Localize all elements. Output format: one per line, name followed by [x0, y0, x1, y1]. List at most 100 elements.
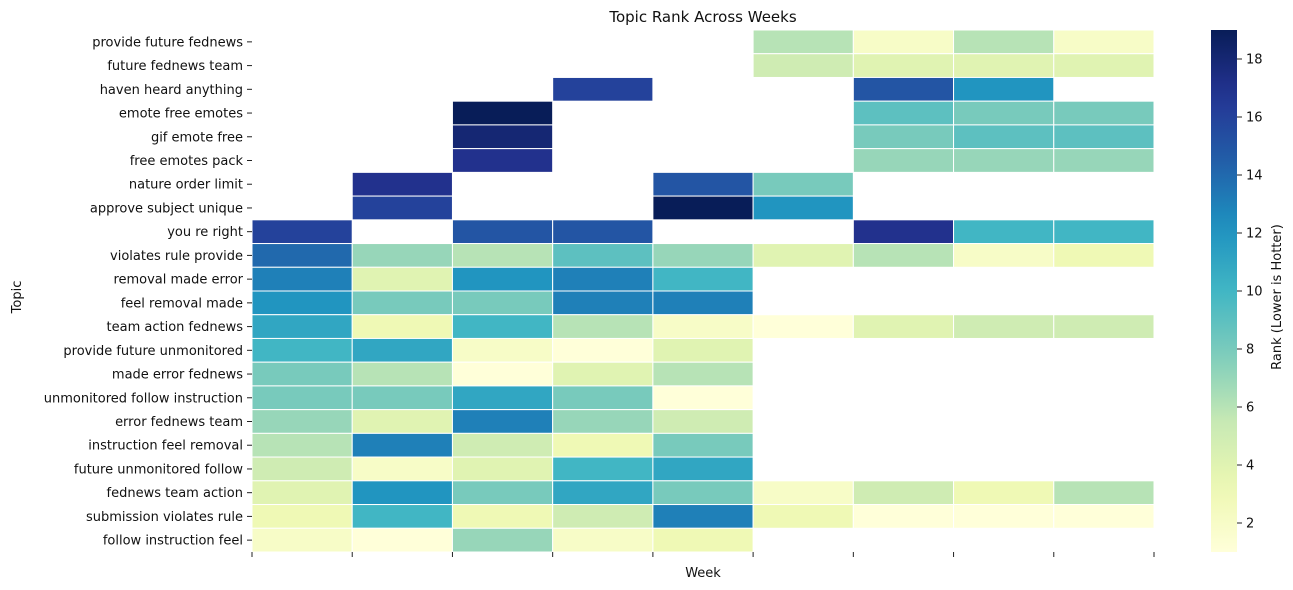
heatmap-cell [451, 100, 554, 126]
y-tick-label: future unmonitored follow [74, 462, 243, 477]
heatmap-cell [552, 266, 654, 292]
heatmap-cell [1053, 148, 1155, 173]
heatmap-cell [451, 385, 554, 411]
y-tick-label: violates rule provide [110, 249, 243, 264]
heatmap-cell [953, 100, 1055, 126]
heatmap-cell [451, 480, 554, 506]
heatmap-cell [752, 504, 854, 529]
heatmap-cell [852, 148, 955, 173]
y-tick-label: feel removal made [121, 296, 243, 311]
colorbar-tick-label: 2 [1246, 517, 1254, 532]
heatmap-cell [953, 243, 1055, 268]
heatmap-cell [652, 266, 754, 292]
chart-title: Topic Rank Across Weeks [608, 8, 796, 26]
heatmap-cell [953, 504, 1055, 529]
y-tick-label: team action fednews [107, 320, 244, 335]
heatmap-cell [351, 385, 453, 411]
heatmap-cell [552, 456, 654, 482]
colorbar-tick-label: 16 [1246, 111, 1263, 126]
heatmap-cell [652, 409, 754, 434]
heatmap-cell [351, 337, 453, 363]
heatmap-cell [251, 480, 353, 506]
heatmap-cell [251, 290, 353, 316]
y-tick-label: future fednews team [107, 59, 243, 74]
x-ticks [251, 552, 1155, 557]
heatmap-cell [451, 219, 554, 245]
heatmap-cell [752, 171, 854, 197]
heatmap-cell [351, 456, 453, 482]
y-tick-label: emote free emotes [119, 107, 243, 122]
heatmap-cell [251, 361, 353, 387]
heatmap-cell [852, 53, 955, 78]
heatmap-cell [351, 195, 453, 221]
colorbar-tick-label: 18 [1246, 53, 1263, 68]
heatmap-cell [752, 314, 854, 339]
heatmap-cell [852, 314, 955, 339]
heatmap-cell [652, 290, 754, 316]
heatmap-cell [953, 29, 1055, 55]
colorbar-tick-label: 6 [1246, 401, 1254, 416]
heatmap-cell [451, 243, 554, 268]
heatmap-cell [752, 243, 854, 268]
heatmap-cell [953, 314, 1055, 339]
y-tick-label: removal made error [113, 273, 243, 288]
colorbar-tick-label: 10 [1246, 285, 1263, 300]
heatmap-cell [652, 243, 754, 268]
heatmap-cell [1053, 29, 1155, 55]
heatmap-cell [752, 29, 854, 55]
heatmap-cell [852, 504, 955, 529]
heatmap-cell [351, 527, 453, 553]
heatmap-cell [652, 432, 754, 458]
heatmap-cell [251, 219, 353, 245]
heatmap-cell [251, 409, 353, 434]
heatmap-cell [953, 148, 1055, 173]
heatmap-cell [1053, 219, 1155, 245]
heatmap-cell [451, 124, 554, 150]
heatmap-cell [852, 219, 955, 245]
y-tick-label: haven heard anything [100, 83, 243, 98]
heatmap-cell [251, 337, 353, 363]
colorbar: 2 4 6 8 10 12 14 16 18 [1211, 30, 1263, 552]
heatmap-cell [351, 171, 453, 197]
heatmap-cell [1053, 314, 1155, 339]
colorbar-tick-label: 4 [1246, 459, 1254, 474]
heatmap-cell [1053, 504, 1155, 529]
y-tick-labels: provide future fednews future fednews tea… [44, 35, 252, 549]
heatmap-cell [351, 480, 453, 506]
y-tick-label: gif emote free [151, 130, 243, 145]
heatmap-cell [852, 100, 955, 126]
heatmap-cell [451, 456, 554, 482]
heatmap-cell [552, 243, 654, 268]
heatmap-cell [451, 527, 554, 553]
heatmap-cell [652, 456, 754, 482]
y-axis-label: Topic [10, 281, 25, 315]
heatmap-cell [652, 314, 754, 339]
heatmap-cell [251, 385, 353, 411]
heatmap-cell [552, 527, 654, 553]
y-tick-label: approve subject unique [90, 201, 243, 216]
heatmap-cell [652, 504, 754, 529]
heatmap-cell [451, 290, 554, 316]
heatmap-cell [351, 504, 453, 529]
heatmap-cell [953, 480, 1055, 506]
heatmap-cell [752, 53, 854, 78]
heatmap-cells [251, 29, 1155, 553]
heatmap-cell [652, 480, 754, 506]
heatmap-cell [953, 76, 1055, 102]
colorbar-tick-label: 8 [1246, 343, 1254, 358]
y-tick-label: follow instruction feel [103, 534, 243, 549]
y-tick-label: free emotes pack [130, 154, 244, 169]
heatmap-cell [351, 243, 453, 268]
heatmap-cell [451, 432, 554, 458]
heatmap-cell [451, 337, 554, 363]
y-tick-label: error fednews team [115, 415, 243, 430]
heatmap-cell [652, 527, 754, 553]
heatmap-cell [351, 432, 453, 458]
x-axis-label: Week [685, 566, 721, 581]
y-tick-label: unmonitored follow instruction [44, 391, 243, 406]
heatmap-cell [251, 527, 353, 553]
y-tick-label: provide future fednews [92, 35, 243, 50]
heatmap-cell [852, 29, 955, 55]
heatmap-cell [953, 53, 1055, 78]
